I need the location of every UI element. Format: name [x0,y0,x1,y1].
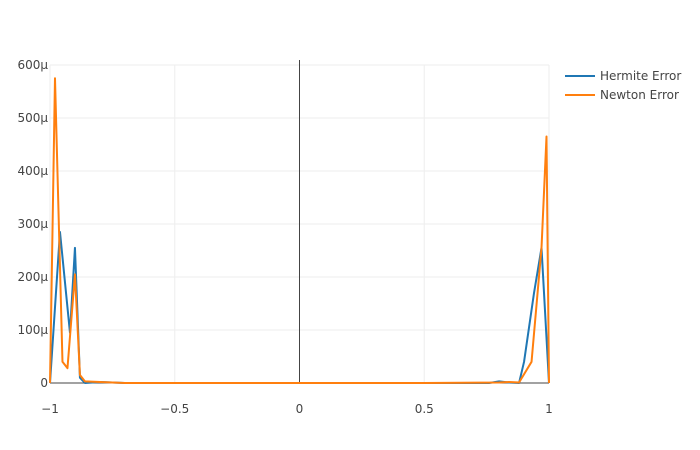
series-line-1 [49,77,550,384]
y-tick-label: 600μ [17,58,48,72]
axes [50,60,549,384]
y-tick-label: 0 [40,376,48,390]
y-tick-label: 100μ [17,323,48,337]
legend[interactable]: Hermite Error Newton Error [565,69,681,102]
series [49,77,550,384]
legend-item-1[interactable]: Newton Error [565,88,679,102]
legend-label: Newton Error [600,88,679,102]
legend-item-0[interactable]: Hermite Error [565,69,681,83]
y-tick-label: 300μ [17,217,48,231]
y-tick-label: 200μ [17,270,48,284]
x-tick-label: −1 [41,402,59,416]
y-tick-label: 400μ [17,164,48,178]
x-tick-label: 0 [296,402,304,416]
y-tick-label: 500μ [17,111,48,125]
x-tick-label: 0.5 [415,402,434,416]
x-tick-label: 1 [545,402,553,416]
tick-labels: −1 −0.5 0 0.5 1 0 100μ 200μ 300μ 400μ 500μ 600μ [17,58,552,416]
legend-label: Hermite Error [600,69,681,83]
x-tick-label: −0.5 [160,402,189,416]
